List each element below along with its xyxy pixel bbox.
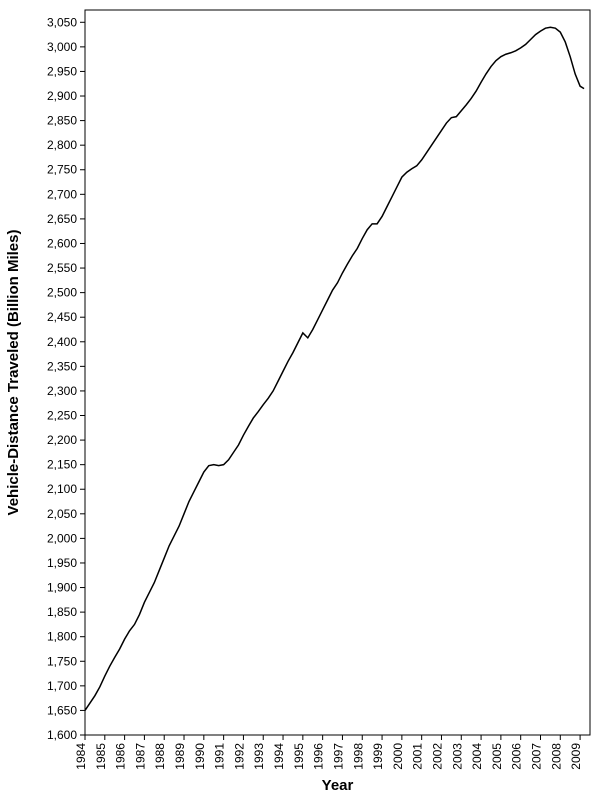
y-tick-label: 2,100 [47, 482, 77, 496]
x-tick-label: 1988 [153, 743, 167, 770]
y-tick-label: 1,800 [47, 630, 77, 644]
y-tick-label: 1,650 [47, 703, 77, 717]
x-tick-label: 1987 [133, 743, 147, 770]
x-tick-label: 2003 [450, 743, 464, 770]
x-tick-label: 1995 [292, 743, 306, 770]
y-tick-label: 2,650 [47, 212, 77, 226]
x-tick-label: 2001 [411, 743, 425, 770]
x-tick-label: 1992 [232, 743, 246, 770]
y-tick-label: 2,200 [47, 433, 77, 447]
y-tick-label: 1,850 [47, 605, 77, 619]
y-tick-label: 2,850 [47, 114, 77, 128]
y-tick-label: 2,700 [47, 187, 77, 201]
x-tick-label: 2006 [510, 743, 524, 770]
x-tick-label: 2008 [549, 743, 563, 770]
x-tick-label: 2007 [529, 743, 543, 770]
x-tick-label: 2005 [490, 743, 504, 770]
y-tick-label: 1,600 [47, 728, 77, 742]
x-tick-label: 2004 [470, 743, 484, 770]
y-tick-label: 2,900 [47, 89, 77, 103]
y-tick-label: 2,300 [47, 384, 77, 398]
series-line [85, 27, 584, 710]
y-tick-label: 3,050 [47, 15, 77, 29]
x-tick-label: 2009 [569, 743, 583, 770]
x-tick-label: 1997 [331, 743, 345, 770]
x-tick-label: 1994 [272, 743, 286, 770]
y-tick-label: 2,150 [47, 458, 77, 472]
line-chart: 1,600 1,650 1,700 1,750 1,800 1,850 1,900 1,950… [0, 0, 600, 800]
x-tick-label: 1984 [74, 743, 88, 770]
y-tick-label: 2,250 [47, 409, 77, 423]
x-tick-label: 1993 [252, 743, 266, 770]
y-tick-label: 1,900 [47, 581, 77, 595]
y-tick-label: 2,050 [47, 507, 77, 521]
x-tick-label: 1985 [94, 743, 108, 770]
y-tick-label: 1,700 [47, 679, 77, 693]
x-tick-label: 1996 [312, 743, 326, 770]
x-tick-label: 1991 [213, 743, 227, 770]
x-tick-label: 1989 [173, 743, 187, 770]
y-tick-label: 1,950 [47, 556, 77, 570]
x-tick-label: 1998 [351, 743, 365, 770]
y-tick-label: 2,550 [47, 261, 77, 275]
x-tick-label: 2002 [430, 743, 444, 770]
chart-svg: 1,600 1,650 1,700 1,750 1,800 1,850 1,900 1,950… [0, 0, 600, 800]
y-tick-label: 1,750 [47, 654, 77, 668]
y-tick-label: 2,400 [47, 335, 77, 349]
x-tick-label: 1986 [114, 743, 128, 770]
x-axis-title: Year [322, 777, 354, 794]
y-tick-label: 2,600 [47, 236, 77, 250]
y-tick-label: 2,500 [47, 286, 77, 300]
y-tick-label: 2,800 [47, 138, 77, 152]
y-tick-label: 2,450 [47, 310, 77, 324]
y-tick-label: 2,000 [47, 531, 77, 545]
x-tick-label: 1990 [193, 743, 207, 770]
x-tick-label: 2000 [391, 743, 405, 770]
x-tick-label: 1999 [371, 743, 385, 770]
y-tick-label: 2,350 [47, 359, 77, 373]
y-tick-label: 2,950 [47, 64, 77, 78]
y-axis-title: Vehicle-Distance Traveled (Billion Miles… [5, 230, 22, 516]
y-tick-label: 3,000 [47, 40, 77, 54]
y-tick-label: 2,750 [47, 163, 77, 177]
plot-border [85, 10, 590, 735]
